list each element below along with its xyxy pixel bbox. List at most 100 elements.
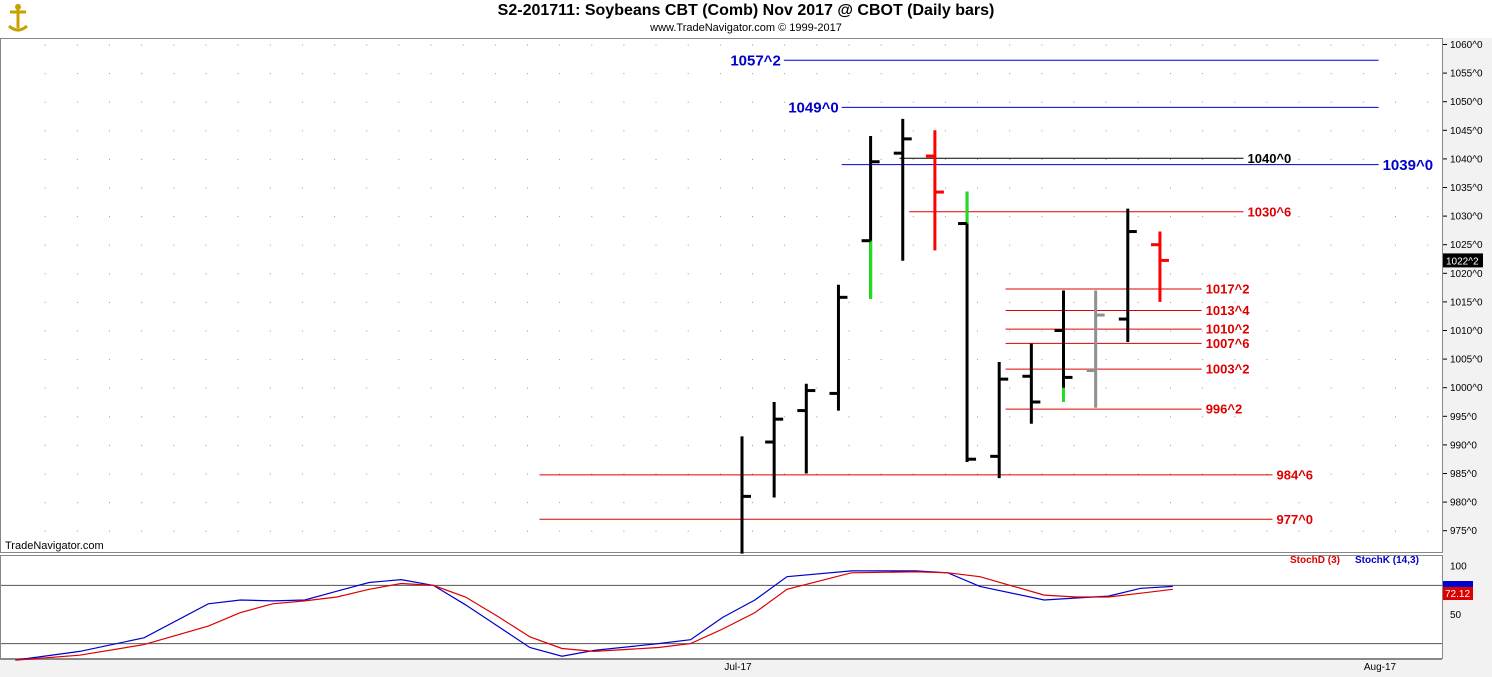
grid-dot: [1427, 187, 1429, 189]
grid-dot: [334, 187, 336, 189]
grid-dot: [1234, 473, 1236, 475]
grid-dot: [655, 273, 657, 275]
grid-dot: [1330, 216, 1332, 218]
grid-dot: [1395, 444, 1396, 446]
grid-dot: [76, 244, 78, 246]
grid-dot: [687, 101, 689, 103]
grid-dot: [719, 416, 721, 418]
grid-dot: [559, 187, 561, 189]
price-tick-label: 1050^0: [1450, 97, 1483, 108]
grid-dot: [1395, 187, 1396, 189]
grid-dot: [430, 530, 432, 532]
grid-dot: [398, 73, 400, 75]
grid-dot: [527, 530, 528, 532]
grid-dot: [141, 330, 143, 332]
grid-dot: [1009, 130, 1011, 132]
grid-dot: [76, 530, 78, 532]
grid-dot: [1266, 387, 1268, 389]
grid-dot: [1298, 473, 1300, 475]
grid-dot: [912, 301, 914, 303]
grid-dot: [334, 330, 336, 332]
grid-dot: [269, 359, 271, 361]
grid-dot: [591, 530, 593, 532]
grid-dot: [848, 416, 850, 418]
grid-dot: [623, 44, 625, 46]
grid-dot: [1073, 216, 1075, 218]
grid-dot: [269, 244, 271, 246]
grid-dot: [1009, 158, 1011, 160]
grid-dot: [784, 101, 786, 103]
grid-dot: [1105, 216, 1107, 218]
grid-dot: [1170, 44, 1171, 46]
grid-dot: [1330, 44, 1332, 46]
grid-dot: [301, 216, 303, 218]
grid-dot: [1041, 187, 1043, 189]
grid-dot: [655, 473, 657, 475]
grid-dot: [237, 273, 239, 275]
grid-dot: [334, 301, 336, 303]
grid-dot: [1105, 473, 1107, 475]
grid-dot: [719, 359, 721, 361]
grid-dot: [1266, 101, 1268, 103]
grid-dot: [1041, 359, 1043, 361]
grid-dot: [430, 158, 432, 160]
grid-dot: [1137, 187, 1139, 189]
grid-dot: [462, 473, 464, 475]
grid-dot: [527, 502, 528, 504]
grid-dot: [109, 359, 110, 361]
grid-dot: [1298, 73, 1300, 75]
grid-dot: [977, 444, 978, 446]
grid-dot: [1362, 330, 1364, 332]
grid-dot: [784, 187, 786, 189]
grid-dot: [398, 387, 400, 389]
grid-dot: [719, 387, 721, 389]
grid-dot: [1330, 330, 1332, 332]
grid-dot: [76, 416, 78, 418]
grid-dot: [334, 158, 336, 160]
grid-dot: [301, 273, 303, 275]
grid-dot: [1009, 73, 1011, 75]
grid-dot: [1073, 44, 1075, 46]
grid-dot: [44, 502, 46, 504]
grid-dot: [1298, 444, 1300, 446]
grid-dot: [1266, 444, 1268, 446]
price-tick-label: 975^0: [1450, 526, 1477, 537]
grid-dot: [1330, 187, 1332, 189]
grid-dot: [977, 158, 978, 160]
ohlc-bar: [1150, 231, 1169, 302]
grid-dot: [430, 502, 432, 504]
grid-dot: [462, 387, 464, 389]
grid-dot: [1170, 301, 1171, 303]
grid-dot: [430, 101, 432, 103]
ohlc-bar: [797, 383, 816, 474]
grid-dot: [430, 473, 432, 475]
grid-dot: [301, 101, 303, 103]
grid-dot: [527, 101, 528, 103]
grid-dot: [141, 387, 143, 389]
grid-dot: [1298, 530, 1300, 532]
grid-dot: [462, 444, 464, 446]
grid-dot: [912, 187, 914, 189]
grid-dot: [430, 73, 432, 75]
level-label-996^2: 996^2: [1206, 402, 1243, 417]
level-label-1040^0: 1040^0: [1248, 151, 1292, 166]
grid-dot: [977, 216, 978, 218]
grid-dot: [109, 473, 110, 475]
grid-dot: [430, 187, 432, 189]
grid-dot: [977, 130, 978, 132]
grid-dot: [1427, 130, 1429, 132]
grid-dot: [944, 158, 946, 160]
grid-dot: [1170, 502, 1171, 504]
grid-dot: [1170, 530, 1171, 532]
grid-dot: [719, 273, 721, 275]
grid-dot: [912, 444, 914, 446]
grid-dot: [1234, 44, 1236, 46]
grid-dot: [1427, 101, 1429, 103]
price-tick-label: 1020^0: [1450, 269, 1483, 280]
grid-dot: [1362, 244, 1364, 246]
grid-dot: [1041, 387, 1043, 389]
grid-dot: [173, 359, 175, 361]
grid-dot: [76, 502, 78, 504]
grid-dot: [141, 444, 143, 446]
